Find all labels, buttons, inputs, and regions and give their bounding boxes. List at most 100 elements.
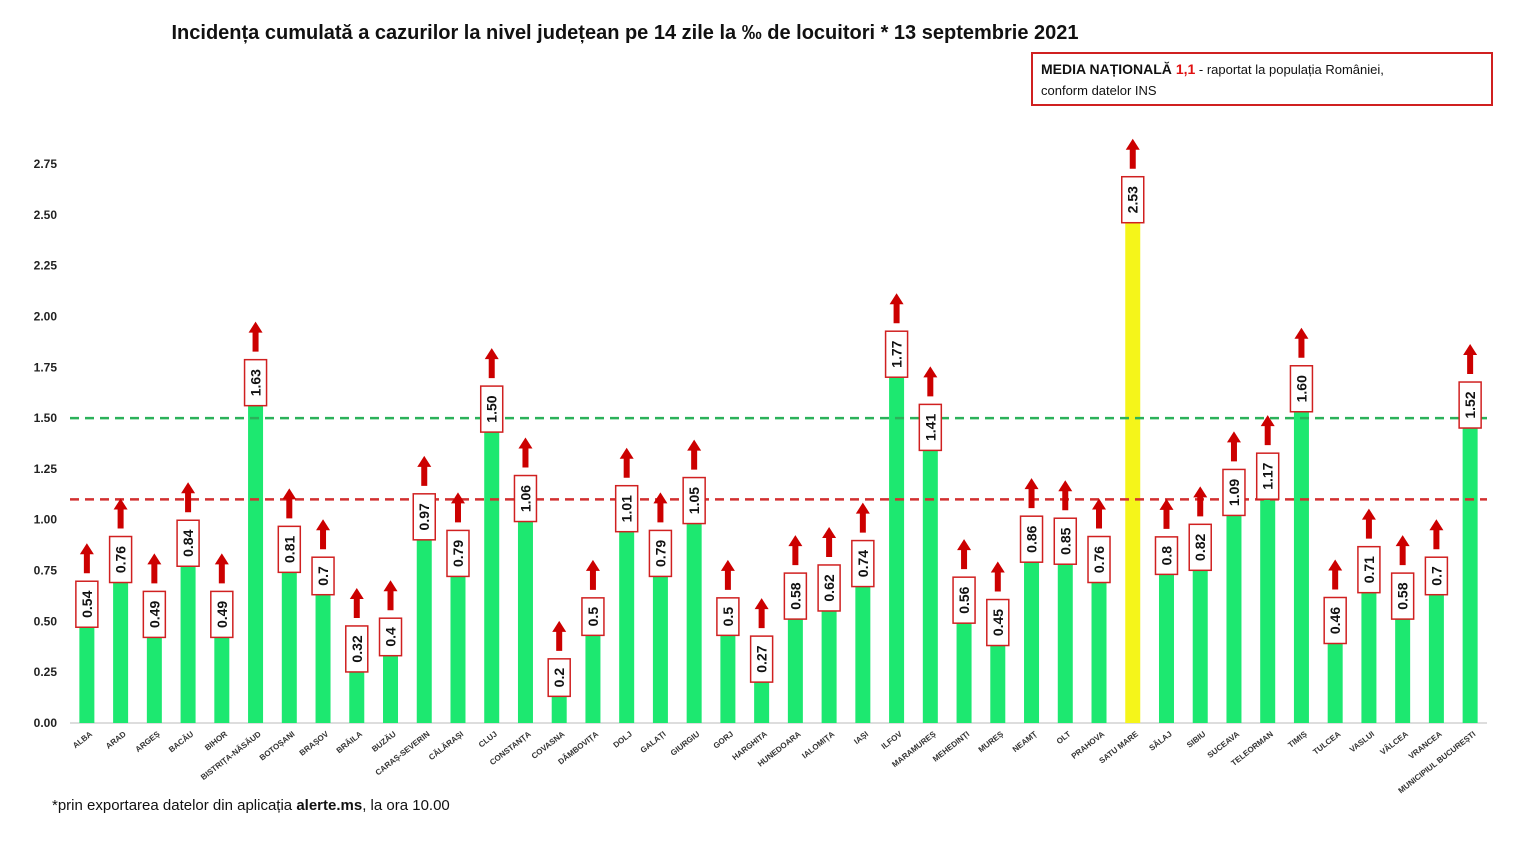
category-label: VASLUI: [1348, 729, 1376, 754]
up-arrow-icon: [1260, 415, 1275, 446]
value-label-box: [1289, 365, 1314, 413]
category-label: IAȘI: [852, 729, 870, 746]
value-label-box: [648, 529, 673, 578]
value-label: 1.63: [248, 369, 264, 396]
category-label: GIURGIU: [669, 729, 702, 757]
up-arrow-icon: [1226, 431, 1241, 462]
up-arrow-icon: [1463, 344, 1478, 375]
value-label-box: [513, 474, 538, 523]
value-label-box: [749, 635, 774, 683]
up-arrow-icon: [248, 321, 263, 352]
up-arrow-icon: [147, 553, 162, 584]
up-arrow-icon: [1058, 480, 1073, 511]
value-label-box: [1222, 468, 1246, 517]
up-arrow-icon: [990, 561, 1005, 592]
up-arrow-icon: [450, 492, 465, 523]
national-average-label: MEDIA NAȚIONALĂ: [1041, 61, 1172, 77]
bar: [1192, 556, 1208, 723]
bar: [652, 562, 668, 723]
y-tick-label: 0.25: [34, 665, 58, 679]
value-label-box: [918, 403, 943, 452]
up-arrow-icon: [383, 580, 398, 611]
bar: [1024, 548, 1040, 723]
value-label-box: [1019, 515, 1044, 563]
value-label: 0.58: [1395, 582, 1411, 609]
value-label: 0.54: [79, 590, 95, 617]
national-average-note-2: conform datelor INS: [1041, 83, 1157, 98]
bar: [1395, 605, 1411, 723]
bar: [349, 657, 365, 723]
up-arrow-icon: [788, 535, 803, 566]
bar: [113, 568, 129, 723]
value-label-box: [412, 493, 436, 541]
value-label: 1.60: [1293, 375, 1309, 402]
value-label: 0.56: [956, 586, 972, 613]
y-tick-label: 0.00: [34, 716, 58, 730]
up-arrow-icon: [113, 498, 128, 529]
up-arrow-icon: [282, 488, 297, 519]
bar: [956, 609, 972, 723]
value-label-box: [176, 519, 200, 568]
bar: [517, 507, 533, 723]
value-label: 0.2: [551, 668, 567, 688]
up-arrow-icon: [1125, 138, 1140, 169]
up-arrow-icon: [720, 559, 735, 590]
up-arrow-icon: [1361, 508, 1376, 539]
value-label: 0.62: [821, 574, 837, 601]
value-label-box: [311, 556, 335, 596]
category-label: OLT: [1055, 729, 1073, 746]
category-label: ALBA: [71, 729, 94, 750]
category-label: GORJ: [712, 729, 735, 750]
category-label: BUZĂU: [370, 729, 398, 753]
value-label-box: [1323, 596, 1347, 645]
value-label-box: [682, 476, 706, 525]
value-label-box: [1121, 175, 1145, 224]
value-label: 0.79: [652, 540, 668, 567]
footnote-text-start: *prin exportarea datelor din aplicația: [52, 797, 297, 814]
y-tick-label: 1.25: [34, 462, 58, 476]
value-label-box: [986, 598, 1010, 647]
value-label: 0.27: [754, 645, 770, 672]
bar: [855, 572, 871, 723]
value-label: 0.8: [1158, 546, 1174, 566]
bar: [1327, 629, 1343, 723]
value-label-box: [210, 590, 234, 639]
up-arrow-icon: [619, 447, 634, 478]
up-arrow-icon: [1395, 535, 1410, 566]
value-label: 1.77: [889, 340, 905, 367]
value-label: 0.74: [855, 550, 871, 577]
up-arrow-icon: [1092, 498, 1107, 529]
value-label-box: [1255, 452, 1280, 500]
category-label: BRĂILA: [335, 729, 365, 755]
value-label: 1.17: [1260, 462, 1276, 489]
bar: [889, 363, 905, 723]
y-tick-label: 2.00: [34, 309, 58, 323]
bar: [1293, 397, 1309, 723]
bar: [1057, 550, 1073, 723]
value-label: 1.41: [922, 414, 938, 441]
y-tick-label: 2.50: [34, 208, 58, 222]
category-label: GALAȚI: [639, 729, 668, 754]
y-tick-label: 2.75: [34, 157, 58, 171]
value-label: 0.46: [1327, 607, 1343, 634]
bar: [383, 641, 399, 723]
value-label: 0.7: [315, 566, 331, 586]
value-label-box: [1154, 536, 1179, 576]
up-arrow-icon: [754, 598, 769, 629]
bar: [281, 558, 297, 723]
value-label-box: [1458, 381, 1482, 429]
value-label: 0.85: [1057, 527, 1073, 554]
value-label-box: [378, 617, 403, 657]
bar: [484, 418, 500, 723]
footnote-text-end: , la ora 10.00: [362, 797, 450, 814]
bar: [1428, 580, 1444, 723]
bar: [450, 562, 466, 723]
bar: [416, 525, 432, 723]
value-label-box: [1390, 572, 1415, 620]
value-label: 0.84: [180, 529, 196, 556]
category-label: CLUJ: [477, 729, 499, 749]
bar: [248, 391, 264, 723]
up-arrow-icon: [417, 455, 432, 486]
value-label: 1.50: [484, 395, 500, 422]
category-label: BIHOR: [203, 729, 229, 752]
